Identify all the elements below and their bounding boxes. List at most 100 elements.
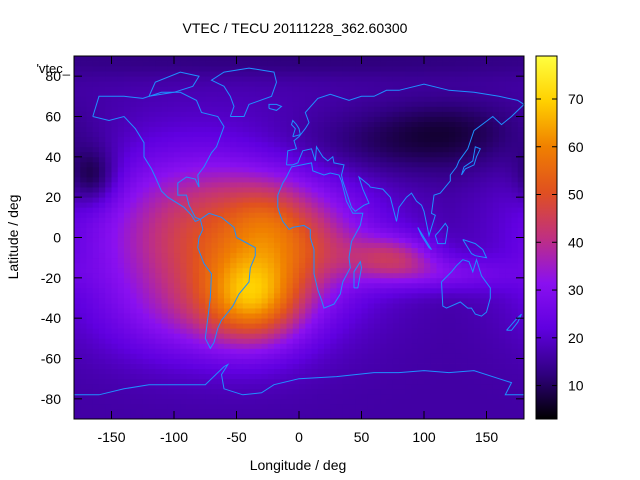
heatmap-cell <box>342 81 350 87</box>
heatmap-cell <box>424 96 431 102</box>
heatmap-cell <box>174 242 181 248</box>
heatmap-cell <box>442 338 450 344</box>
heatmap-cell <box>305 91 312 97</box>
heatmap-cell <box>124 146 131 153</box>
heatmap-cell <box>386 323 394 329</box>
heatmap-cell <box>174 368 181 375</box>
heatmap-cell <box>74 298 81 304</box>
heatmap-cell <box>374 187 381 193</box>
heatmap-cell <box>486 156 494 163</box>
heatmap-cell <box>336 166 344 173</box>
heatmap-cell <box>236 192 244 198</box>
heatmap-cell <box>242 242 250 248</box>
heatmap-cell <box>305 252 312 259</box>
heatmap-cell <box>255 373 262 380</box>
heatmap-cell <box>461 91 469 97</box>
heatmap-cell <box>399 136 406 143</box>
heatmap-cell <box>455 212 462 218</box>
heatmap-cell <box>155 232 162 238</box>
heatmap-cell <box>467 197 475 203</box>
heatmap-cell <box>330 126 337 133</box>
heatmap-cell <box>324 111 331 117</box>
heatmap-cell <box>224 348 231 354</box>
heatmap-cell <box>192 116 200 122</box>
heatmap-cell <box>411 106 419 112</box>
heatmap-cell <box>436 126 444 133</box>
heatmap-cell <box>199 237 206 243</box>
heatmap-cell <box>86 232 94 238</box>
heatmap-cell <box>261 368 269 375</box>
heatmap-cell <box>261 146 269 153</box>
heatmap-cell <box>249 257 256 264</box>
heatmap-cell <box>324 323 331 329</box>
heatmap-cell <box>392 237 400 243</box>
heatmap-cell <box>199 131 206 138</box>
heatmap-cell <box>111 161 119 168</box>
heatmap-cell <box>361 126 369 133</box>
heatmap-cell <box>436 91 444 97</box>
heatmap-cell <box>86 343 94 349</box>
heatmap-cell <box>99 171 106 178</box>
heatmap-cell <box>480 398 487 405</box>
heatmap-cell <box>342 373 350 380</box>
heatmap-cell <box>505 318 512 324</box>
heatmap-cell <box>280 338 287 344</box>
heatmap-cell <box>117 71 125 77</box>
heatmap-cell <box>374 126 381 133</box>
heatmap-cell <box>86 393 94 400</box>
heatmap-cell <box>155 156 162 163</box>
heatmap-cell <box>474 272 481 279</box>
heatmap-cell <box>274 252 281 259</box>
heatmap-cell <box>130 378 137 385</box>
heatmap-cell <box>149 136 156 143</box>
heatmap-cell <box>224 91 231 97</box>
heatmap-cell <box>317 126 325 133</box>
heatmap-cell <box>317 328 325 334</box>
heatmap-cell <box>236 207 244 213</box>
heatmap-cell <box>124 212 131 218</box>
heatmap-cell <box>99 131 106 138</box>
heatmap-cell <box>142 333 150 339</box>
heatmap-cell <box>424 197 431 203</box>
heatmap-cell <box>99 348 106 354</box>
heatmap-cell <box>330 212 337 218</box>
heatmap-cell <box>411 202 419 208</box>
heatmap-cell <box>449 161 456 168</box>
heatmap-cell <box>242 217 250 223</box>
heatmap-cell <box>111 277 119 284</box>
heatmap-cell <box>174 177 181 183</box>
heatmap-cell <box>367 313 375 319</box>
heatmap-cell <box>99 227 106 233</box>
heatmap-cell <box>92 182 100 188</box>
heatmap-cell <box>92 171 100 178</box>
heatmap-cell <box>117 318 125 324</box>
heatmap-cell <box>467 378 475 385</box>
heatmap-cell <box>430 378 437 385</box>
heatmap-cell <box>92 187 100 193</box>
heatmap-cell <box>192 66 200 72</box>
heatmap-cell <box>211 56 219 62</box>
heatmap-cell <box>430 308 437 314</box>
heatmap-cell <box>405 323 412 329</box>
heatmap-cell <box>117 343 125 349</box>
heatmap-cell <box>374 141 381 148</box>
heatmap-cell <box>155 313 162 319</box>
heatmap-cell <box>367 116 375 122</box>
heatmap-cell <box>317 212 325 218</box>
heatmap-cell <box>242 86 250 92</box>
heatmap-cell <box>105 378 112 385</box>
heatmap-cell <box>317 398 325 405</box>
heatmap-cell <box>255 151 262 158</box>
heatmap-cell <box>211 348 219 354</box>
heatmap-cell <box>105 227 112 233</box>
heatmap-cell <box>386 242 394 248</box>
heatmap-cell <box>92 308 100 314</box>
heatmap-cell <box>230 333 237 339</box>
heatmap-cell <box>392 227 400 233</box>
heatmap-cell <box>499 91 506 97</box>
heatmap-cell <box>417 338 425 344</box>
heatmap-cell <box>236 136 244 143</box>
heatmap-cell <box>305 81 312 87</box>
heatmap-cell <box>349 56 356 62</box>
heatmap-cell <box>124 227 131 233</box>
